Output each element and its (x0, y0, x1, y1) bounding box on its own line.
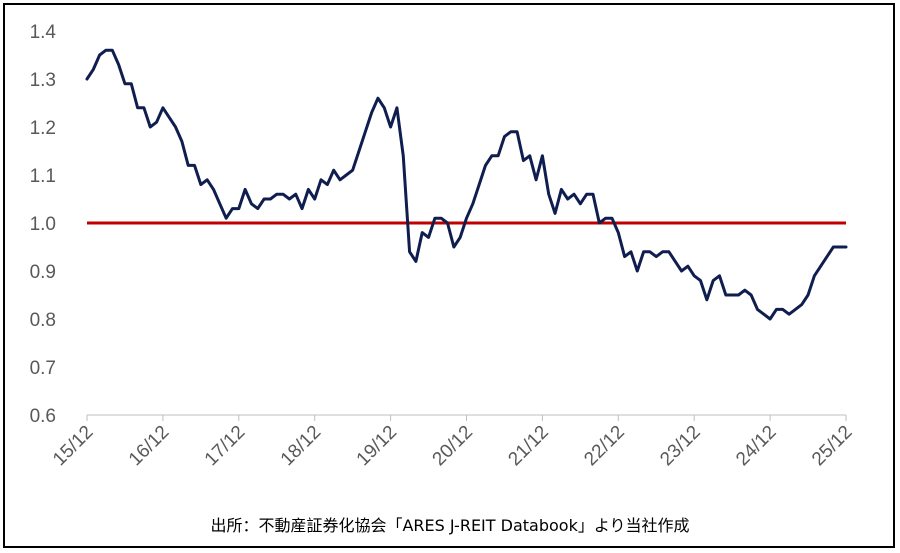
y-tick-label: 0.9 (30, 262, 56, 283)
y-tick-label: 0.6 (30, 406, 56, 427)
y-tick-label: 1.0 (30, 214, 56, 235)
x-tick-label: 20/12 (429, 422, 477, 470)
y-tick-label: 0.7 (30, 358, 56, 379)
x-tick-label: 18/12 (277, 422, 325, 470)
x-tick-label: 23/12 (656, 422, 704, 470)
chart-frame (3, 3, 895, 548)
source-note: 出所：不動産証券化協会「ARES J-REIT Databook」より当社作成 (210, 516, 690, 535)
y-axis-tick-labels: 0.6 0.7 0.8 0.9 1.0 1.1 1.2 1.3 1.4 (30, 22, 57, 427)
x-tick-label: 21/12 (504, 422, 552, 470)
x-tick-label: 19/12 (353, 422, 401, 470)
x-tick-label: 22/12 (580, 422, 628, 470)
y-tick-label: 0.8 (30, 310, 56, 331)
x-tick-label: 17/12 (201, 422, 249, 470)
series-line (85, 48, 848, 321)
y-tick-label: 1.3 (30, 70, 56, 91)
x-tick-label: 25/12 (808, 422, 856, 470)
y-tick-label: 1.1 (30, 166, 56, 187)
y-tick-label: 1.2 (30, 118, 56, 139)
x-axis: 15/12 16/12 17/12 18/12 19/12 20/12 21/12 22/12… (49, 414, 857, 470)
x-tick-label: 16/12 (125, 422, 173, 470)
series-group (85, 48, 848, 321)
y-tick-label: 1.4 (30, 22, 57, 43)
x-tick-label: 24/12 (732, 422, 780, 470)
x-tick-label: 15/12 (49, 422, 97, 470)
